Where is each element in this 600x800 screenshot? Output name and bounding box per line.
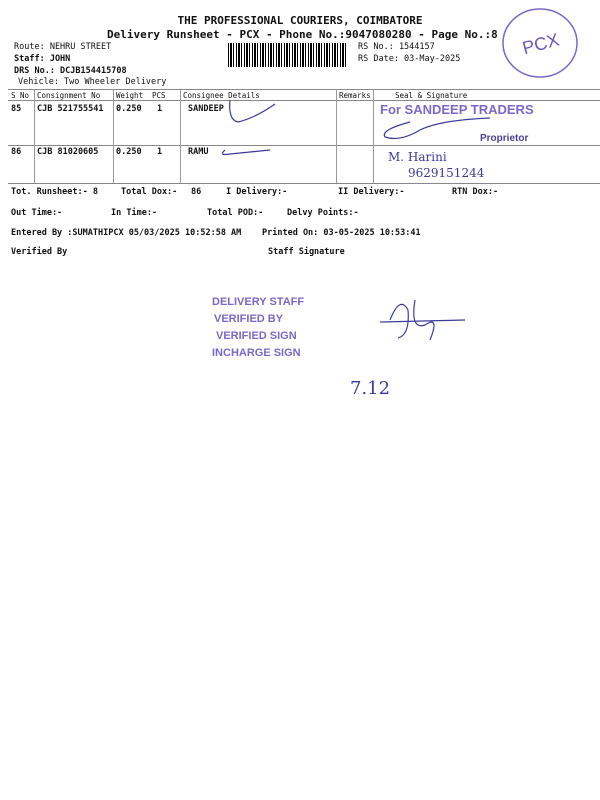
stamp-line: INCHARGE SIGN <box>212 347 301 359</box>
consignee: SANDEEP <box>188 104 224 114</box>
i-delivery: I Delivery:- <box>226 187 288 197</box>
runsheet-title: Delivery Runsheet - PCX - Phone No.:9047… <box>107 28 498 41</box>
staff-signature: Staff Signature <box>268 247 345 257</box>
stamp-line: VERIFIED BY <box>214 313 284 325</box>
handwritten-name: M. Harini <box>388 150 447 164</box>
rs-number: RS No.: 1544157 <box>358 42 435 52</box>
tot-runsheet: Tot. Runsheet:- 8 <box>11 187 98 197</box>
stamp-line: DELIVERY STAFF <box>212 296 305 308</box>
signatures <box>221 99 491 156</box>
total-dox-value: 86 <box>191 187 202 197</box>
total-dox: Total Dox:- <box>121 187 178 197</box>
col-consignee: Consignee Details <box>183 91 260 100</box>
out-time: Out Time:- <box>11 208 63 218</box>
col-weight: Weight <box>116 91 144 100</box>
ii-delivery: II Delivery:- <box>338 187 405 197</box>
col-consignment: Consignment No <box>37 91 101 100</box>
sno: 85 <box>11 104 22 114</box>
weight: 0.250 <box>116 104 142 114</box>
company-name: THE PROFESSIONAL COURIERS, COIMBATORE <box>177 14 423 27</box>
consignee: RAMU <box>188 147 209 157</box>
entered-by: Entered By :SUMATHIPCX 05/03/2025 10:52:… <box>11 228 242 238</box>
consignment-no: CJB 81020605 <box>37 147 99 157</box>
route: Route: NEHRU STREET <box>14 42 112 52</box>
consignment-no: CJB 521755541 <box>37 104 104 114</box>
col-sno: S No <box>11 91 30 100</box>
staff-signature-mark <box>379 299 466 341</box>
pcs: 1 <box>157 147 163 157</box>
col-remarks: Remarks <box>339 91 371 100</box>
stamp-line: VERIFIED SIGN <box>216 330 297 342</box>
rs-date: RS Date: 03-May-2025 <box>358 54 461 64</box>
pcx-stamp: PCX <box>502 8 578 78</box>
col-pcs: PCS <box>152 91 166 100</box>
handwritten-date: 7.12 <box>350 378 391 399</box>
seal-role: Proprietor <box>480 133 529 144</box>
rtn-dox: RTN Dox:- <box>452 187 499 197</box>
col-seal: Seal & Signature <box>395 91 468 100</box>
delvy-points: Delvy Points:- <box>287 208 359 218</box>
seal-stamp: For SANDEEP TRADERS <box>380 102 534 117</box>
verified-by: Verified By <box>11 247 68 257</box>
total-pod: Total POD:- <box>207 208 264 218</box>
handwritten-phone: 9629151244 <box>408 166 485 180</box>
printed-on: Printed On: 03-05-2025 10:53:41 <box>262 228 421 238</box>
vehicle: Vehicle: Two Wheeler Delivery <box>18 77 167 87</box>
sno: 86 <box>11 147 22 157</box>
in-time: In Time:- <box>111 208 158 218</box>
weight: 0.250 <box>116 147 142 157</box>
staff: Staff: JOHN <box>14 54 71 64</box>
drs-number: DRS No.: DCJB154415708 <box>14 66 127 76</box>
pcs: 1 <box>157 104 163 114</box>
barcode <box>228 43 348 67</box>
